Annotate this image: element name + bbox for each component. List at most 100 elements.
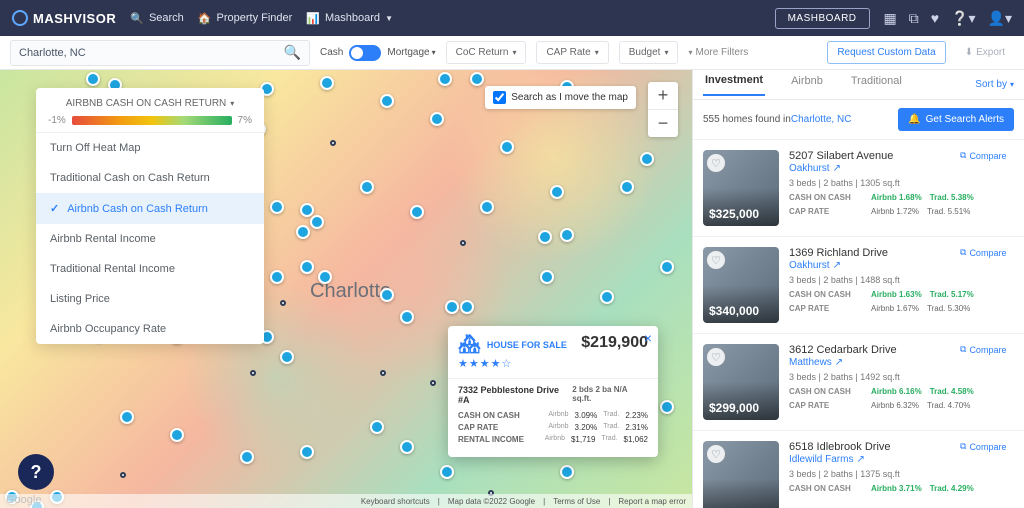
- map-pin[interactable]: [310, 215, 324, 229]
- map-pin[interactable]: [640, 152, 654, 166]
- nav-search[interactable]: 🔍 Search: [130, 12, 184, 25]
- map-attrib-terms[interactable]: Terms of Use: [553, 497, 600, 506]
- heatmap-option[interactable]: Traditional Rental Income: [36, 254, 264, 284]
- favorite-heart-icon[interactable]: ♡: [707, 348, 725, 366]
- map-small-pin[interactable]: [280, 300, 286, 306]
- nav-property-finder[interactable]: 🏠 Property Finder: [198, 12, 293, 25]
- listing-address[interactable]: 3612 Cedarbark Drive: [789, 344, 897, 356]
- compare-button[interactable]: ⧉ Compare: [960, 441, 1014, 452]
- search-as-move-input[interactable]: [493, 91, 506, 104]
- location-input[interactable]: [19, 47, 284, 59]
- help-icon[interactable]: ❔▾: [951, 10, 975, 27]
- map-pin[interactable]: [240, 450, 254, 464]
- heatmap-option[interactable]: Airbnb Rental Income: [36, 224, 264, 254]
- map-small-pin[interactable]: [460, 240, 466, 246]
- grid-icon[interactable]: ▦: [884, 10, 897, 27]
- user-icon[interactable]: 👤▾: [988, 10, 1012, 27]
- map-small-pin[interactable]: [330, 140, 336, 146]
- favorite-heart-icon[interactable]: ♡: [707, 251, 725, 269]
- compare-icon[interactable]: ⧉: [909, 10, 919, 27]
- listing-thumbnail[interactable]: ♡: [703, 441, 779, 508]
- tab-traditional[interactable]: Traditional: [849, 75, 904, 95]
- chevron-down-icon[interactable]: ▾: [432, 48, 436, 57]
- map-pin[interactable]: [470, 72, 484, 86]
- map-pin[interactable]: [480, 200, 494, 214]
- listing-area[interactable]: Idlewild Farms ↗: [789, 454, 891, 465]
- listing-thumbnail[interactable]: ♡$325,000: [703, 150, 779, 226]
- map-canvas[interactable]: Charlotte AIRBNB CASH ON CASH RETURN ▾ -…: [0, 70, 692, 508]
- map-pin[interactable]: [440, 465, 454, 479]
- map-attrib-shortcuts[interactable]: Keyboard shortcuts: [361, 497, 430, 506]
- map-pin[interactable]: [600, 290, 614, 304]
- search-as-move-checkbox[interactable]: Search as I move the map: [485, 86, 636, 109]
- map-pin[interactable]: [660, 400, 674, 414]
- nav-mashboard-dropdown[interactable]: 📊 Mashboard ▼: [306, 12, 393, 25]
- heatmap-option[interactable]: Traditional Cash on Cash Return: [36, 163, 264, 193]
- map-pin[interactable]: [318, 270, 332, 284]
- map-pin[interactable]: [380, 94, 394, 108]
- map-pin[interactable]: [170, 428, 184, 442]
- listing-card[interactable]: ♡$325,0005207 Silabert AvenueOakhurst ↗⧉…: [693, 140, 1024, 237]
- map-pin[interactable]: [400, 440, 414, 454]
- map-pin[interactable]: [360, 180, 374, 194]
- map-pin[interactable]: [300, 203, 314, 217]
- listing-area[interactable]: Matthews ↗: [789, 357, 897, 368]
- get-search-alerts-button[interactable]: 🔔 Get Search Alerts: [898, 108, 1014, 131]
- tab-investment[interactable]: Investment: [703, 74, 765, 96]
- compare-button[interactable]: ⧉ Compare: [960, 344, 1014, 355]
- heatmap-option[interactable]: Airbnb Occupancy Rate: [36, 314, 264, 344]
- listing-card[interactable]: ♡$299,0003612 Cedarbark DriveMatthews ↗⧉…: [693, 334, 1024, 431]
- heatmap-option[interactable]: Turn Off Heat Map: [36, 133, 264, 163]
- heart-icon[interactable]: ♥: [931, 10, 939, 27]
- map-pin[interactable]: [560, 228, 574, 242]
- coc-return-filter[interactable]: CoC Return▾: [446, 41, 527, 64]
- map-pin[interactable]: [500, 140, 514, 154]
- listing-card[interactable]: ♡$340,0001369 Richland DriveOakhurst ↗⧉ …: [693, 237, 1024, 334]
- map-pin[interactable]: [410, 205, 424, 219]
- map-pin[interactable]: [445, 300, 459, 314]
- map-small-pin[interactable]: [430, 380, 436, 386]
- map-attrib-report[interactable]: Report a map error: [618, 497, 686, 506]
- map-pin[interactable]: [380, 288, 394, 302]
- map-pin[interactable]: [620, 180, 634, 194]
- heatmap-option[interactable]: Airbnb Cash on Cash Return: [36, 193, 264, 224]
- location-search[interactable]: 🔍: [10, 40, 310, 66]
- map-pin[interactable]: [460, 300, 474, 314]
- map-small-pin[interactable]: [250, 370, 256, 376]
- map-pin[interactable]: [370, 420, 384, 434]
- listing-address[interactable]: 1369 Richland Drive: [789, 247, 888, 259]
- favorite-heart-icon[interactable]: ♡: [707, 154, 725, 172]
- favorite-heart-icon[interactable]: ♡: [707, 445, 725, 463]
- search-icon[interactable]: 🔍: [284, 44, 301, 61]
- map-pin[interactable]: [120, 410, 134, 424]
- heatmap-title[interactable]: AIRBNB CASH ON CASH RETURN ▾: [48, 98, 252, 109]
- map-pin[interactable]: [300, 445, 314, 459]
- map-pin[interactable]: [560, 465, 574, 479]
- cap-rate-filter[interactable]: CAP Rate▾: [536, 41, 608, 64]
- listing-area[interactable]: Oakhurst ↗: [789, 163, 893, 174]
- cash-mortgage-toggle[interactable]: [349, 45, 381, 61]
- budget-filter[interactable]: Budget▾: [619, 41, 679, 64]
- compare-button[interactable]: ⧉ Compare: [960, 247, 1014, 258]
- map-pin[interactable]: [540, 270, 554, 284]
- heatmap-option[interactable]: Listing Price: [36, 284, 264, 314]
- mashboard-button[interactable]: MASHBOARD: [775, 8, 870, 29]
- results-location[interactable]: Charlotte, NC: [791, 114, 852, 125]
- listing-card[interactable]: ♡6518 Idlebrook DriveIdlewild Farms ↗⧉ C…: [693, 431, 1024, 508]
- map-small-pin[interactable]: [380, 370, 386, 376]
- compare-button[interactable]: ⧉ Compare: [960, 150, 1014, 161]
- tab-airbnb[interactable]: Airbnb: [789, 75, 825, 95]
- map-pin[interactable]: [438, 72, 452, 86]
- map-pin[interactable]: [270, 270, 284, 284]
- listing-thumbnail[interactable]: ♡$340,000: [703, 247, 779, 323]
- map-pin[interactable]: [300, 260, 314, 274]
- map-pin[interactable]: [86, 72, 100, 86]
- map-pin[interactable]: [320, 76, 334, 90]
- map-pin[interactable]: [660, 260, 674, 274]
- map-pin[interactable]: [538, 230, 552, 244]
- popup-address[interactable]: 7332 Pebblestone Drive #A: [458, 385, 572, 405]
- map-pin[interactable]: [430, 112, 444, 126]
- sort-by-dropdown[interactable]: Sort by▾: [975, 79, 1014, 90]
- zoom-out-button[interactable]: −: [648, 110, 678, 137]
- map-pin[interactable]: [550, 185, 564, 199]
